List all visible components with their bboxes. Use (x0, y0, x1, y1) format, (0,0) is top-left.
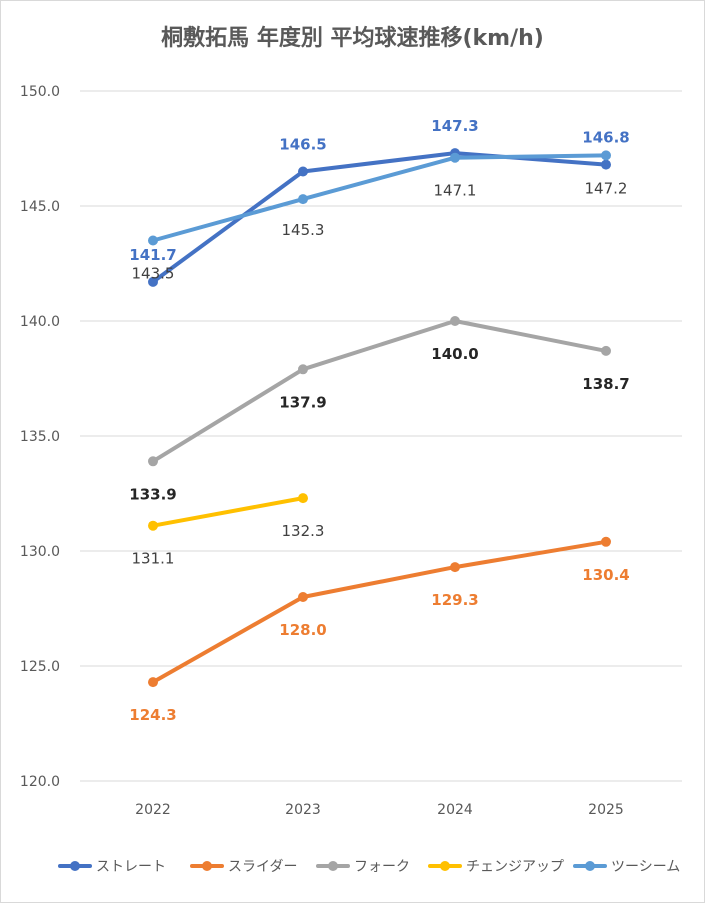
data-label-4-2: 147.1 (434, 182, 477, 200)
data-label-4-0: 143.5 (132, 265, 175, 283)
data-point-0-3 (601, 159, 611, 170)
x-tick-label: 2025 (588, 802, 624, 818)
data-point-2-0 (148, 456, 158, 467)
data-point-2-3 (601, 345, 611, 356)
data-point-1-1 (298, 592, 308, 602)
y-tick-label: 150.0 (20, 84, 60, 100)
legend-label-2: フォーク (354, 859, 410, 875)
data-point-3-1 (298, 493, 308, 504)
data-label-1-2: 129.3 (431, 591, 478, 609)
data-label-4-1: 145.3 (282, 221, 325, 239)
legend-label-0: ストレート (96, 859, 166, 875)
data-point-2-1 (298, 364, 308, 375)
data-point-1-2 (450, 562, 460, 573)
legend-marker-3 (440, 861, 450, 871)
series-line-3 (151, 496, 305, 528)
y-tick-label: 130.0 (20, 544, 60, 560)
data-point-0-0 (148, 276, 158, 287)
y-tick-label: 120.0 (20, 774, 60, 790)
data-point-2-2 (450, 316, 460, 326)
data-label-3-1: 132.3 (282, 522, 325, 540)
data-label-0-2: 147.3 (431, 117, 478, 135)
series-line-1 (151, 539, 608, 685)
data-point-0-1 (298, 166, 308, 177)
data-label-2-0: 133.9 (129, 485, 176, 503)
legend-label-1: スライダー (228, 859, 297, 875)
data-point-1-3 (601, 536, 611, 547)
data-label-1-1: 128.0 (279, 621, 326, 639)
data-label-2-2: 140.0 (431, 345, 478, 363)
legend-marker-2 (328, 861, 338, 871)
legend-marker-4 (585, 861, 595, 871)
y-tick-label: 140.0 (20, 314, 60, 330)
data-point-4-0 (148, 235, 158, 246)
x-tick-label: 2022 (135, 802, 171, 818)
data-label-4-3: 147.2 (585, 179, 628, 197)
data-point-4-2 (450, 152, 460, 163)
x-tick-label: 2023 (285, 802, 321, 818)
data-point-4-3 (601, 150, 611, 161)
chart-title: 桐敷拓馬 年度別 平均球速推移(km/h) (161, 26, 544, 51)
data-label-0-1: 146.5 (279, 136, 326, 154)
data-label-2-1: 137.9 (279, 393, 326, 411)
legend-label-4: ツーシーム (611, 859, 680, 875)
y-tick-label: 145.0 (20, 199, 60, 215)
legend-marker-1 (202, 861, 212, 871)
y-tick-label: 135.0 (20, 429, 60, 445)
data-label-3-0: 131.1 (132, 550, 175, 568)
data-point-3-0 (148, 520, 158, 531)
series-line-2 (151, 319, 608, 464)
series-line-4 (151, 153, 608, 243)
x-tick-label: 2024 (437, 802, 473, 818)
legend-marker-0 (70, 861, 80, 871)
data-label-0-3: 146.8 (582, 129, 629, 147)
legend-label-3: チェンジアップ (466, 859, 564, 875)
data-label-1-3: 130.4 (582, 566, 629, 584)
series-line-0 (151, 151, 608, 284)
data-point-4-1 (298, 194, 308, 205)
data-label-2-3: 138.7 (582, 375, 629, 393)
data-label-1-0: 124.3 (129, 706, 176, 724)
data-label-0-0: 141.7 (129, 246, 176, 264)
y-tick-label: 125.0 (20, 659, 60, 675)
data-point-1-0 (148, 677, 158, 688)
